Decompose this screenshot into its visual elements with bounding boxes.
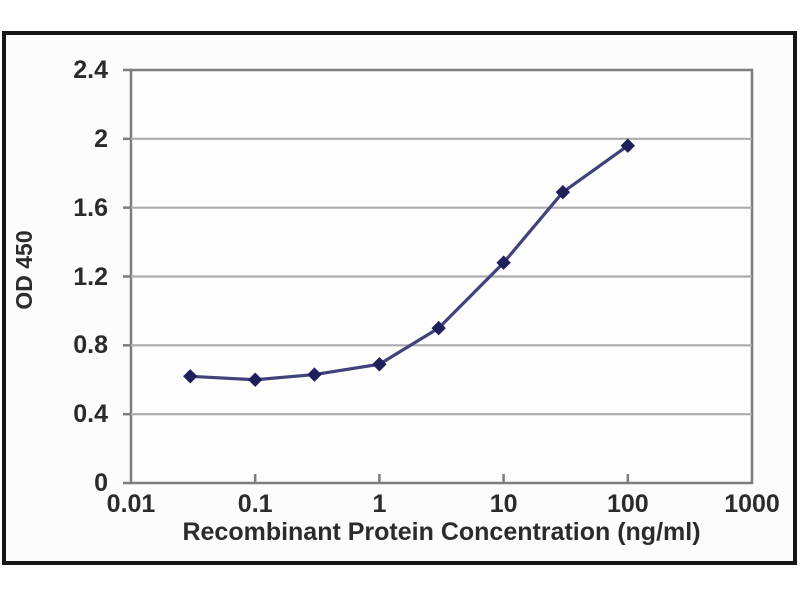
y-tick-label: 2	[94, 124, 108, 153]
y-tick-label: 0	[94, 469, 108, 497]
x-tick-label: 0.01	[106, 490, 156, 518]
data-point-marker	[372, 357, 387, 372]
data-point-marker	[183, 369, 198, 384]
series-line	[188, 144, 630, 382]
x-tick-label: 10	[489, 490, 518, 518]
x-axis-title: Recombinant Protein Concentration (ng/ml…	[182, 518, 701, 546]
y-tick-label: 1.2	[73, 262, 108, 291]
y-tick-label: 0.8	[73, 331, 108, 360]
data-point-marker	[555, 184, 571, 200]
x-tick-label: 100	[606, 490, 649, 518]
data-point-marker	[496, 255, 511, 270]
data-point-marker	[248, 372, 263, 387]
y-tick-label: 1.6	[73, 193, 108, 222]
data-point-marker	[431, 320, 446, 336]
y-tick-label: 0.4	[73, 400, 108, 429]
x-tick-label: 1	[372, 490, 387, 518]
x-tick-label: 1000	[724, 490, 780, 518]
data-point-marker	[307, 367, 322, 382]
data-point-marker	[620, 138, 635, 153]
y-tick-label: 2.4	[73, 56, 108, 84]
y-axis-title: OD 450	[11, 230, 37, 310]
x-tick-label: 0.1	[237, 490, 273, 518]
